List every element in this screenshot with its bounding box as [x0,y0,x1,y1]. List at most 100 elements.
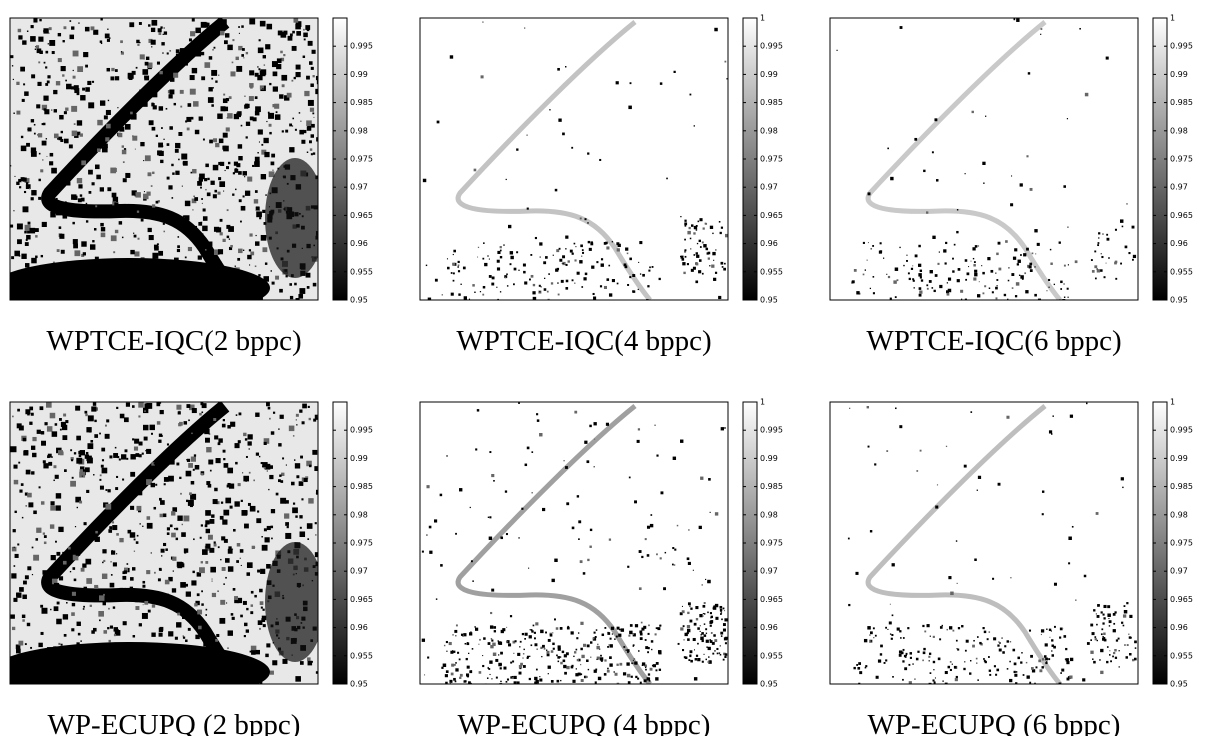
speck [227,630,233,636]
speck [295,676,301,682]
speck [217,191,221,195]
speck [60,138,64,143]
speck [1105,262,1107,264]
speck [1006,640,1009,643]
speck [148,120,154,126]
speck [944,670,948,675]
speck [22,177,27,182]
speck [482,655,484,657]
speck [455,624,458,627]
speck [160,461,167,468]
speck [248,448,250,450]
speck [124,449,128,453]
speck [24,224,31,231]
speck [1014,673,1018,677]
speck [168,185,173,190]
speck [236,543,241,547]
speck [491,282,495,286]
speck [1074,260,1078,264]
speck [489,673,491,676]
speck [463,296,468,300]
speck [1069,414,1074,418]
speck [957,627,961,630]
speck [933,681,936,684]
speck [94,584,99,589]
speck [150,432,153,435]
speck [292,435,295,437]
speck [148,234,154,241]
speck [495,658,499,662]
speck [943,249,947,253]
speck [58,136,63,141]
speck [213,543,217,547]
speck [310,134,315,138]
speck [931,287,934,289]
speck [266,643,271,648]
colorbar-tick-label: 0.975 [1170,155,1193,164]
speck [701,584,703,586]
speck [436,120,440,124]
speck [38,178,41,182]
speck [300,455,303,459]
speck [530,629,533,631]
speck [946,282,949,284]
speck [1037,298,1041,300]
speck [275,111,278,114]
speck [495,676,498,679]
speck [34,228,39,232]
speck [916,470,919,472]
speck [45,138,48,140]
speck [49,152,54,157]
speck [225,127,230,132]
speck [900,637,902,639]
speck [1128,633,1130,635]
speck [313,418,317,422]
river [41,402,246,684]
speck [895,407,897,410]
speck [715,616,719,620]
dark-region [265,542,318,662]
speck [1060,288,1063,290]
speck [506,285,509,287]
speck [644,639,647,641]
speck [192,168,197,174]
speck [712,232,714,235]
speck [1095,613,1097,615]
speck [91,182,95,186]
speck [25,505,28,507]
speck [1035,253,1037,255]
speck [31,546,34,549]
speck [168,475,174,482]
speck [995,272,997,274]
speck [1011,273,1015,276]
speck [964,298,967,300]
speck [242,249,245,251]
speck [705,578,707,581]
speck [158,627,164,633]
speck [54,474,59,479]
speck [1063,283,1065,285]
speck [249,83,254,88]
speck [99,204,102,207]
speck [449,682,452,684]
speck [1085,402,1088,405]
speck [236,163,241,168]
speck [576,658,580,662]
speck [258,455,261,458]
speck [487,642,491,645]
speck [62,435,68,441]
speck [550,282,554,285]
colorbar-tick-label: 0.99 [760,454,778,463]
speck [47,75,51,79]
speck [708,661,711,663]
speck [977,294,981,298]
speck [66,558,72,564]
speck [114,202,119,207]
speck [218,74,220,76]
speck [130,111,133,115]
speck [147,227,152,233]
speck [65,79,67,82]
speck [707,646,711,651]
speck [198,428,204,434]
speck [212,194,217,199]
